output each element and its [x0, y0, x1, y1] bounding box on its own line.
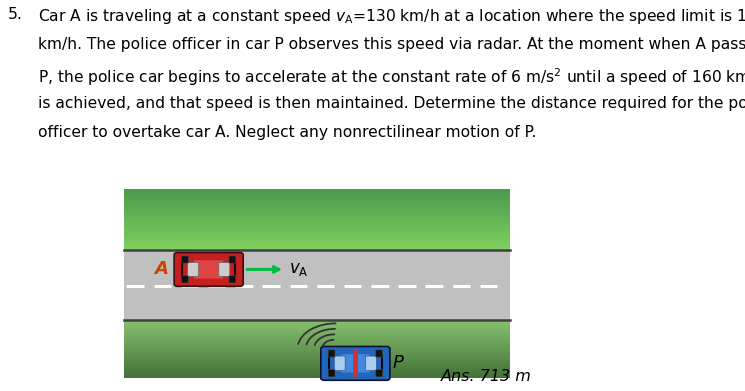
FancyBboxPatch shape	[335, 356, 345, 371]
Bar	[124, 223, 510, 226]
Text: officer to overtake car A. Neglect any nonrectilinear motion of P.: officer to overtake car A. Neglect any n…	[38, 125, 536, 140]
Bar	[124, 333, 510, 335]
Bar	[124, 337, 510, 339]
Bar	[124, 366, 510, 368]
FancyBboxPatch shape	[321, 346, 390, 380]
Bar	[124, 242, 510, 244]
FancyBboxPatch shape	[182, 276, 188, 283]
Bar	[124, 244, 510, 246]
Bar	[124, 217, 510, 220]
Bar	[124, 339, 510, 341]
Bar	[124, 231, 510, 234]
Bar	[124, 240, 510, 242]
Bar	[124, 348, 510, 351]
Bar	[124, 213, 510, 216]
Bar	[124, 321, 510, 323]
Bar	[124, 230, 510, 232]
Bar	[124, 228, 510, 230]
Bar	[124, 233, 510, 236]
FancyBboxPatch shape	[329, 350, 335, 357]
FancyBboxPatch shape	[375, 369, 382, 377]
Text: P, the police car begins to accelerate at the constant rate of 6 m/s$^2$ until a: P, the police car begins to accelerate a…	[38, 66, 745, 88]
FancyBboxPatch shape	[229, 276, 235, 283]
Bar	[124, 246, 510, 248]
FancyBboxPatch shape	[194, 260, 224, 279]
Bar	[124, 191, 510, 194]
FancyBboxPatch shape	[188, 262, 198, 276]
Bar	[124, 203, 510, 206]
Bar	[124, 370, 510, 372]
Bar	[124, 374, 510, 376]
Bar	[124, 360, 510, 362]
Bar	[124, 201, 510, 204]
FancyBboxPatch shape	[182, 256, 188, 263]
Text: is achieved, and that speed is then maintained. Determine the distance required : is achieved, and that speed is then main…	[38, 96, 745, 111]
Bar	[124, 327, 510, 329]
Text: A: A	[153, 260, 168, 278]
Bar	[353, 350, 358, 377]
Bar	[124, 352, 510, 355]
Bar	[124, 364, 510, 366]
Bar	[124, 368, 510, 370]
Text: $v_\mathrm{A}$: $v_\mathrm{A}$	[289, 260, 309, 278]
Bar	[124, 344, 510, 347]
Bar	[124, 237, 510, 240]
Bar	[124, 221, 510, 224]
Text: 5.: 5.	[8, 7, 23, 22]
FancyBboxPatch shape	[366, 356, 376, 371]
Bar	[124, 250, 510, 319]
Bar	[124, 215, 510, 218]
Text: P: P	[392, 354, 403, 372]
Bar	[124, 235, 510, 238]
Text: Ans. 713 m: Ans. 713 m	[440, 369, 531, 384]
Text: km/h. The police officer in car P observes this speed via radar. At the moment w: km/h. The police officer in car P observ…	[38, 37, 745, 52]
Bar	[124, 219, 510, 222]
Bar	[124, 343, 510, 345]
Bar	[124, 329, 510, 331]
FancyBboxPatch shape	[219, 262, 229, 276]
Bar	[124, 346, 510, 349]
Bar	[124, 325, 510, 327]
Text: Car A is traveling at a constant speed $v_\mathrm{A}$=130 km/h at a location whe: Car A is traveling at a constant speed $…	[38, 7, 745, 26]
Bar	[124, 372, 510, 374]
Bar	[124, 358, 510, 361]
Bar	[124, 189, 510, 192]
Bar	[124, 226, 510, 228]
FancyBboxPatch shape	[375, 350, 382, 357]
Bar	[124, 362, 510, 364]
Bar	[124, 207, 510, 210]
FancyBboxPatch shape	[329, 369, 335, 377]
Bar	[124, 193, 510, 196]
Bar	[124, 341, 510, 343]
Bar	[124, 197, 510, 200]
Bar	[124, 350, 510, 353]
FancyBboxPatch shape	[174, 253, 243, 286]
Bar	[124, 376, 510, 378]
Bar	[124, 209, 510, 212]
Bar	[124, 331, 510, 333]
Bar	[124, 335, 510, 337]
Bar	[124, 323, 510, 325]
Bar	[124, 196, 510, 198]
Bar	[124, 319, 510, 321]
Bar	[124, 248, 510, 250]
FancyBboxPatch shape	[229, 256, 235, 263]
Bar	[124, 205, 510, 208]
Bar	[124, 356, 510, 359]
Bar	[124, 212, 510, 214]
FancyBboxPatch shape	[340, 354, 370, 373]
Bar	[124, 199, 510, 202]
Bar	[124, 354, 510, 357]
